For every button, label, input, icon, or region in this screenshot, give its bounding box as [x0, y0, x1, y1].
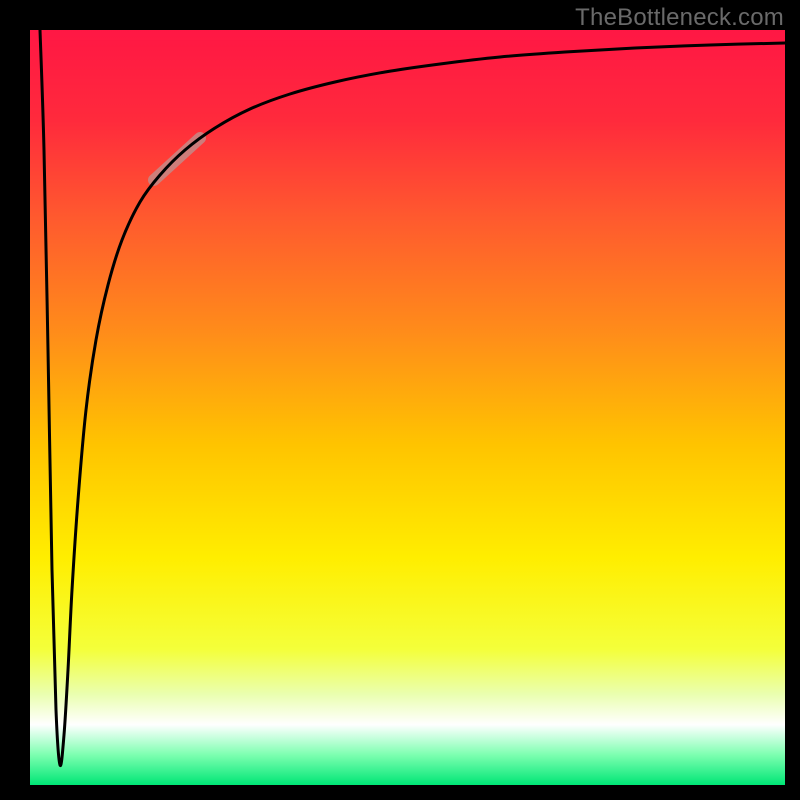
- curve-layer: [30, 30, 785, 785]
- plot-area: [30, 30, 785, 785]
- chart-container: TheBottleneck.com: [0, 0, 800, 800]
- watermark-label: TheBottleneck.com: [575, 4, 784, 32]
- bottleneck-curve: [40, 30, 785, 766]
